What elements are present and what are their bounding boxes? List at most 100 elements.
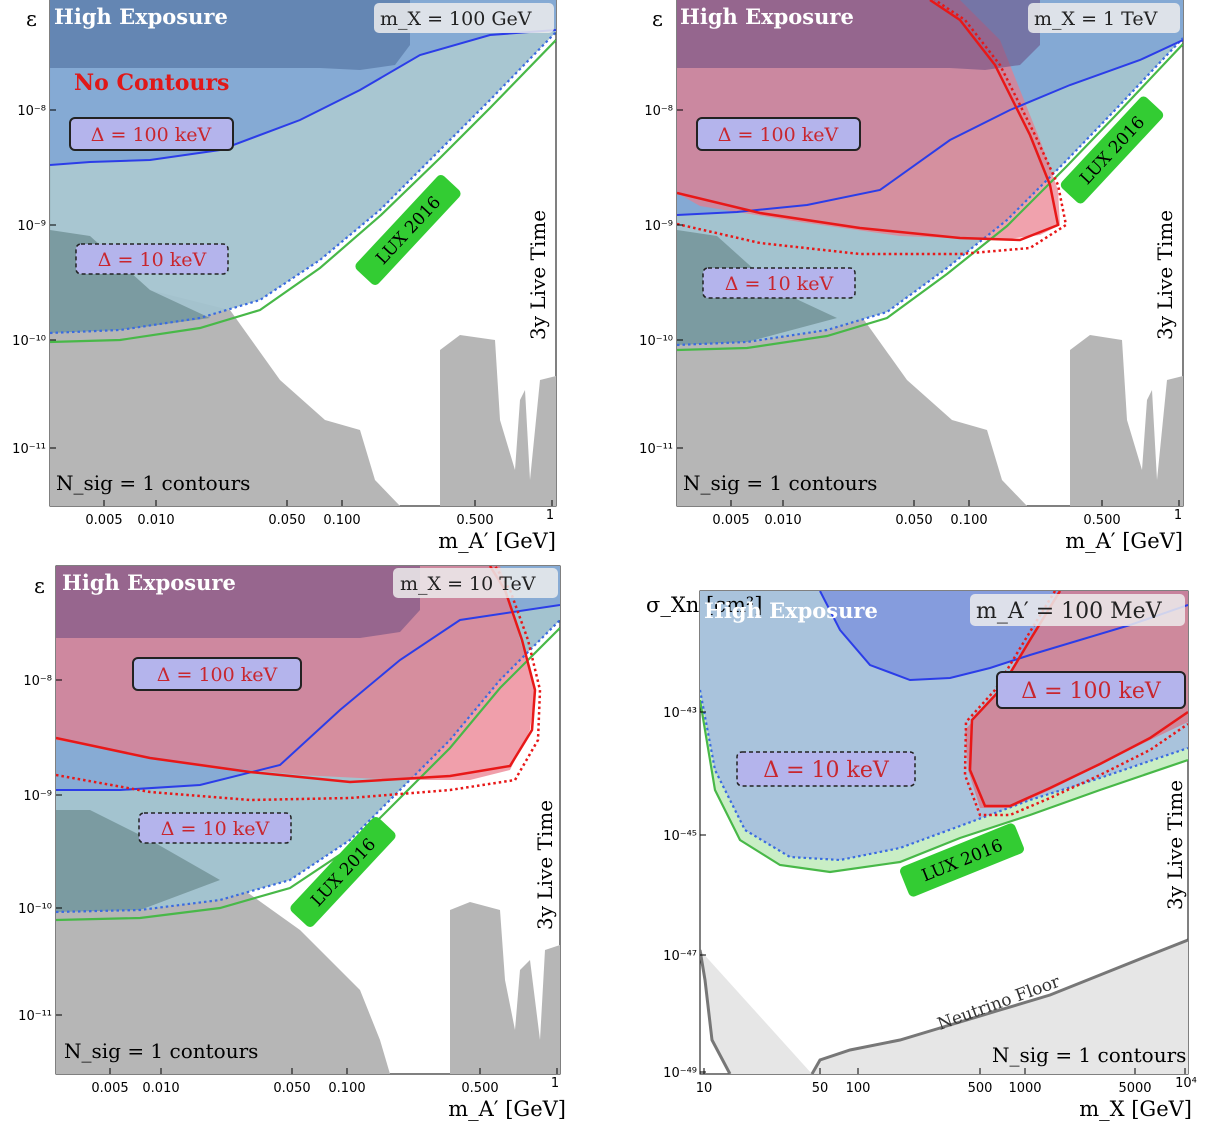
y-tick-label: 10⁻¹¹ <box>18 1009 52 1024</box>
delta-10kev-curve <box>700 689 1188 862</box>
chart-panel-bottom-right: 10 50 100 500 1000 5000 10⁴ 10⁻⁴⁹ 10⁻⁴⁷ … <box>646 590 1197 1121</box>
delta-100kev-label: Δ = 100 keV <box>1021 679 1162 704</box>
live-time-label: 3y Live Time <box>1163 780 1187 910</box>
red-dotted-contour <box>56 566 542 802</box>
live-time-label: 3y Live Time <box>533 800 557 930</box>
chart-panel-top-right: 0.005 0.010 0.050 0.100 0.500 1 10⁻¹¹ 10… <box>639 0 1184 553</box>
y-tick-label: 10⁻¹¹ <box>639 442 673 457</box>
x-tick-label: 0.050 <box>895 513 932 528</box>
y-tick-label: 10⁻⁴³ <box>663 706 697 721</box>
lux-2016-curve <box>700 699 1188 874</box>
mass-label: m_A′ = 100 MeV <box>976 599 1163 624</box>
x-tick-label: 0.005 <box>85 513 122 528</box>
nsig-contours-label: N_sig = 1 contours <box>992 1043 1186 1067</box>
delta-10kev-label: Δ = 10 keV <box>161 818 270 840</box>
red-dotted-contour <box>963 591 1188 817</box>
panel-header: High Exposure <box>54 4 228 29</box>
delta-10kev-curve <box>50 31 556 335</box>
y-axis-label: ε <box>26 7 37 31</box>
delta-10kev-label: Δ = 10 keV <box>763 758 890 783</box>
delta-100kev-label: Δ = 100 keV <box>157 664 278 686</box>
delta-10kev-curve <box>677 37 1183 347</box>
x-tick-label: 50 <box>812 1081 829 1096</box>
chart-panel-bottom-left: 0.005 0.010 0.050 0.100 0.500 1 10⁻¹¹ 10… <box>18 565 566 1121</box>
delta-100kev-curve <box>50 29 556 166</box>
live-time-label: 3y Live Time <box>1153 210 1177 340</box>
x-tick-label: 0.100 <box>323 513 360 528</box>
y-tick-label: 10⁻⁹ <box>644 219 673 234</box>
y-axis-label: σ_Xn [cm²] <box>646 593 762 617</box>
x-axis-label: m_A′ [GeV] <box>438 529 556 553</box>
x-tick-label: 0.010 <box>137 513 174 528</box>
y-tick-label: 10⁻¹¹ <box>12 442 46 457</box>
no-contours-label: No Contours <box>74 70 229 96</box>
x-tick-label: 10⁴ <box>1175 1076 1197 1091</box>
neutrino-floor-curve <box>700 938 1188 1074</box>
x-tick-label: 0.010 <box>764 513 801 528</box>
red-solid-contour <box>677 0 1060 242</box>
delta-100kev-curve <box>677 39 1183 216</box>
y-tick-label: 10⁻⁹ <box>23 789 52 804</box>
y-axis-label: ε <box>652 7 663 31</box>
y-tick-label: 10⁻⁹ <box>17 219 46 234</box>
chart-panel-top-left: 0.005 0.010 0.050 0.100 0.500 1 10⁻¹¹ 10… <box>12 0 557 553</box>
red-solid-contour <box>56 566 537 784</box>
neutrino-floor-region <box>700 940 1188 1074</box>
delta-10kev-label: Δ = 10 keV <box>725 273 834 295</box>
delta-100kev-label: Δ = 100 keV <box>91 124 212 146</box>
nsig-contours-label: N_sig = 1 contours <box>64 1039 258 1063</box>
y-tick-label: 10⁻⁸ <box>23 674 52 689</box>
x-tick-label: 0.050 <box>273 1081 310 1096</box>
delta-100kev-curve <box>819 591 1188 682</box>
x-tick-label: 10 <box>696 1081 713 1096</box>
x-tick-label: 1 <box>1174 508 1182 523</box>
gray-exclusion-region-right <box>1070 335 1183 506</box>
x-tick-label: 0.050 <box>268 513 305 528</box>
y-axis-label: ε <box>34 574 45 598</box>
x-axis-label: m_X [GeV] <box>1079 1097 1192 1121</box>
excluded-top-band <box>50 0 410 70</box>
x-tick-label: 0.500 <box>1083 513 1120 528</box>
x-tick-label: 0.500 <box>461 1081 498 1096</box>
y-tick-label: 10⁻¹⁰ <box>18 902 52 917</box>
x-tick-label: 0.100 <box>950 513 987 528</box>
y-tick-label: 10⁻¹⁰ <box>12 334 46 349</box>
x-tick-label: 1000 <box>1008 1081 1041 1096</box>
lux-2016-curve <box>677 43 1183 352</box>
x-tick-label: 0.500 <box>456 513 493 528</box>
excluded-top-band <box>677 0 1040 70</box>
x-tick-label: 1 <box>546 508 554 523</box>
mass-label: m_X = 1 TeV <box>1034 8 1158 30</box>
y-tick-label: 10⁻¹⁰ <box>639 334 673 349</box>
x-axis-ticks <box>677 109 1180 506</box>
mass-label: m_X = 10 TeV <box>400 573 536 595</box>
x-axis-ticks <box>56 679 558 1074</box>
x-axis-ticks <box>700 711 1186 1074</box>
x-axis-label: m_A′ [GeV] <box>1065 529 1183 553</box>
panel-header: High Exposure <box>704 598 878 623</box>
y-tick-label: 10⁻⁸ <box>17 104 46 119</box>
live-time-label: 3y Live Time <box>526 210 550 340</box>
lux-2016-curve <box>50 39 556 344</box>
y-tick-label: 10⁻⁴⁵ <box>663 829 697 844</box>
x-tick-label: 100 <box>846 1081 871 1096</box>
x-tick-label: 0.010 <box>142 1081 179 1096</box>
delta-100kev-label: Δ = 100 keV <box>718 124 839 146</box>
nsig-contours-label: N_sig = 1 contours <box>56 471 250 495</box>
x-axis-label: m_A′ [GeV] <box>448 1097 566 1121</box>
excluded-top-band <box>56 566 420 638</box>
panel-header: High Exposure <box>680 4 854 29</box>
x-tick-label: 0.100 <box>328 1081 365 1096</box>
gray-exclusion-region-right <box>440 335 556 506</box>
y-tick-label: 10⁻⁴⁷ <box>663 949 697 964</box>
y-tick-label: 10⁻⁴⁹ <box>663 1066 697 1081</box>
overlap-region <box>56 810 220 912</box>
x-tick-label: 500 <box>968 1081 993 1096</box>
x-axis-ticks <box>50 109 553 506</box>
x-tick-label: 5000 <box>1118 1081 1151 1096</box>
mass-label: m_X = 100 GeV <box>380 8 532 30</box>
nsig-contours-label: N_sig = 1 contours <box>683 471 877 495</box>
y-tick-label: 10⁻⁸ <box>644 104 673 119</box>
gray-exclusion-region-right <box>450 902 560 1074</box>
